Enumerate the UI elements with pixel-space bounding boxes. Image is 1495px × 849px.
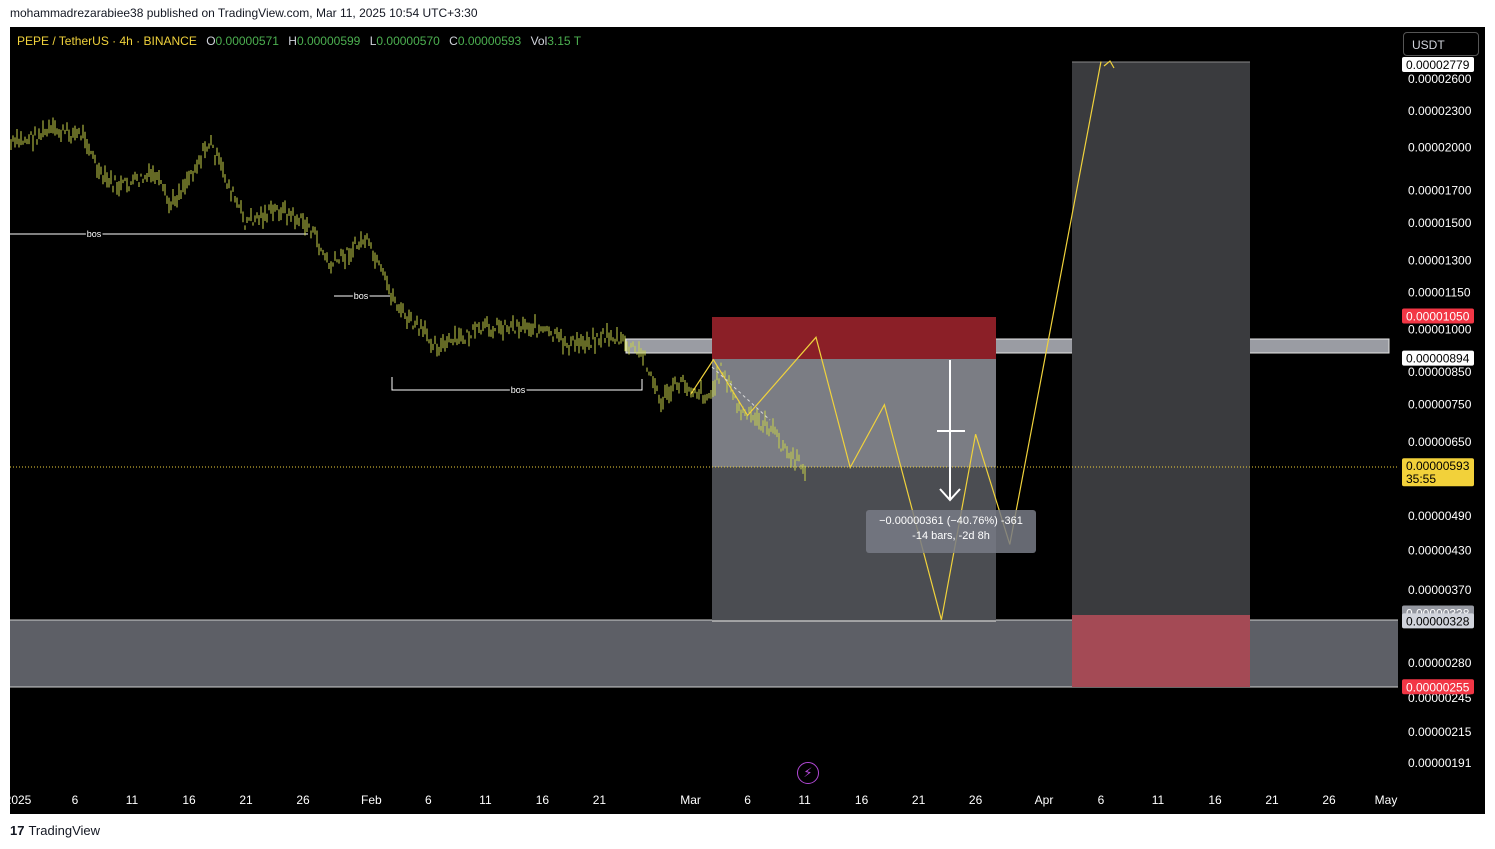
price-tag	[1402, 57, 1474, 72]
chart-pane[interactable]: bos bos bos 0.00002600 0.00002300 0.000020…	[10, 27, 1485, 814]
price-tick-label: 0.00000370	[1408, 583, 1472, 597]
price-tick-label: 0.00000750	[1408, 398, 1472, 412]
price-tick-label: 0.00002600	[1408, 72, 1472, 86]
price-tag-label: 0.00002779	[1406, 58, 1470, 72]
price-axis[interactable]: 0.00002600 0.00002300 0.00002000 0.00001700…	[1408, 72, 1472, 770]
price-tag	[1402, 350, 1474, 366]
open-value: 0.00000571	[215, 34, 279, 48]
price-tag-label: 0.00001050	[1406, 310, 1470, 324]
price-tick-label: 0.00000215	[1408, 725, 1472, 739]
high-value: 0.00000599	[296, 34, 361, 48]
price-tick-label: 0.00002000	[1408, 141, 1472, 155]
long-stop-zone	[1072, 615, 1250, 687]
bos-label-2: bos	[354, 291, 369, 301]
time-tick-label: 11	[798, 793, 811, 807]
time-tick-label: 21	[239, 793, 253, 807]
time-tick-label: Mar	[680, 793, 701, 807]
time-tick-label: 2025	[10, 793, 32, 807]
price-tag-label: 0.00000894	[1406, 352, 1470, 366]
long-target-zone	[1072, 62, 1250, 615]
time-tick-label: 6	[1098, 793, 1105, 807]
tradingview-logo-icon: 17	[10, 823, 25, 838]
price-tag-label: 0.00000328	[1406, 614, 1470, 628]
time-tick-label: 16	[536, 793, 550, 807]
time-tick-label: 11	[126, 793, 139, 807]
volume-value: 3.15 T	[547, 34, 582, 48]
price-tag	[1402, 679, 1474, 695]
time-tick-label: 16	[855, 793, 869, 807]
price-tag	[1402, 613, 1474, 629]
time-tick-label: Feb	[361, 793, 382, 807]
price-tick-label: 0.00000191	[1408, 756, 1472, 770]
measure-line-1: −0.00000361 (−40.76%) -361	[879, 515, 1023, 527]
price-tick-label: 0.00001150	[1408, 286, 1471, 300]
time-tick-label: 11	[1152, 793, 1165, 807]
price-tick-label: 0.00001700	[1408, 183, 1472, 197]
time-tick-label: 16	[182, 793, 196, 807]
bar-countdown: 35:55	[1406, 472, 1436, 486]
measure-line-2: -14 bars, -2d 8h	[912, 530, 990, 542]
price-tags: 0.00002779 0.00001050 0.00000894 0.00000593…	[1402, 57, 1474, 695]
price-tick-label: 0.00000430	[1408, 543, 1472, 557]
price-tick-label: 0.00000850	[1408, 365, 1472, 379]
price-tick-label: 0.00000280	[1408, 656, 1472, 670]
measure-tooltip: −0.00000361 (−40.76%) -361 -14 bars, -2d…	[866, 510, 1036, 553]
price-tick-label: 0.00001000	[1408, 322, 1472, 336]
time-axis[interactable]: 2025 6 11 16 21 26 Feb 6 11 16 21 Mar 6 11 16 21 26 Apr 6 1…	[10, 793, 1397, 807]
price-tick-label: 0.00000650	[1408, 435, 1472, 449]
price-tag-label: 0.00000593	[1406, 459, 1470, 473]
time-tick-label: 26	[1322, 793, 1336, 807]
time-tick-label: 6	[744, 793, 751, 807]
price-tick-label: 0.00002300	[1408, 104, 1472, 118]
time-tick-label: 26	[969, 793, 983, 807]
price-tag	[1402, 458, 1474, 487]
bos-line-3	[391, 377, 643, 391]
time-tick-label: 26	[296, 793, 310, 807]
candle-series	[10, 117, 806, 482]
time-tick-label: 16	[1208, 793, 1222, 807]
price-tick-label: 0.00001500	[1408, 216, 1472, 230]
price-tick-label: 0.00001300	[1408, 254, 1472, 268]
chart-svg[interactable]: bos bos bos 0.00002600 0.00002300 0.000020…	[10, 27, 1485, 814]
footer-brand: 17 TradingView	[10, 823, 100, 838]
symbol-name[interactable]: PEPE / TetherUS · 4h · BINANCE	[17, 34, 197, 48]
symbol-legend: PEPE / TetherUS · 4h · BINANCE O0.000005…	[17, 34, 582, 48]
lightning-icon[interactable]: ⚡	[797, 762, 819, 784]
price-tag-label: 0.00000255	[1406, 680, 1470, 694]
projection-path	[690, 61, 1102, 620]
bos-label-1: bos	[87, 229, 102, 239]
short-stop-zone	[712, 317, 996, 359]
price-tick-label: 0.00000490	[1408, 509, 1472, 523]
projection-arrowhead	[1103, 60, 1115, 69]
time-tick-label: 21	[1265, 793, 1279, 807]
time-tick-label: 6	[72, 793, 79, 807]
published-byline: mohammadrezarabiee38 published on Tradin…	[10, 6, 478, 20]
time-tick-label: Apr	[1035, 793, 1054, 807]
time-tick-label: May	[1375, 793, 1398, 807]
time-tick-label: 11	[479, 793, 492, 807]
time-tick-label: 21	[593, 793, 607, 807]
brand-name: TradingView	[28, 823, 101, 838]
time-tick-label: 6	[425, 793, 432, 807]
price-tag	[1402, 308, 1474, 324]
currency-button[interactable]: USDT	[1403, 32, 1479, 56]
low-value: 0.00000570	[376, 34, 440, 48]
close-value: 0.00000593	[457, 34, 522, 48]
time-tick-label: 21	[912, 793, 926, 807]
bos-label-3: bos	[511, 385, 526, 395]
